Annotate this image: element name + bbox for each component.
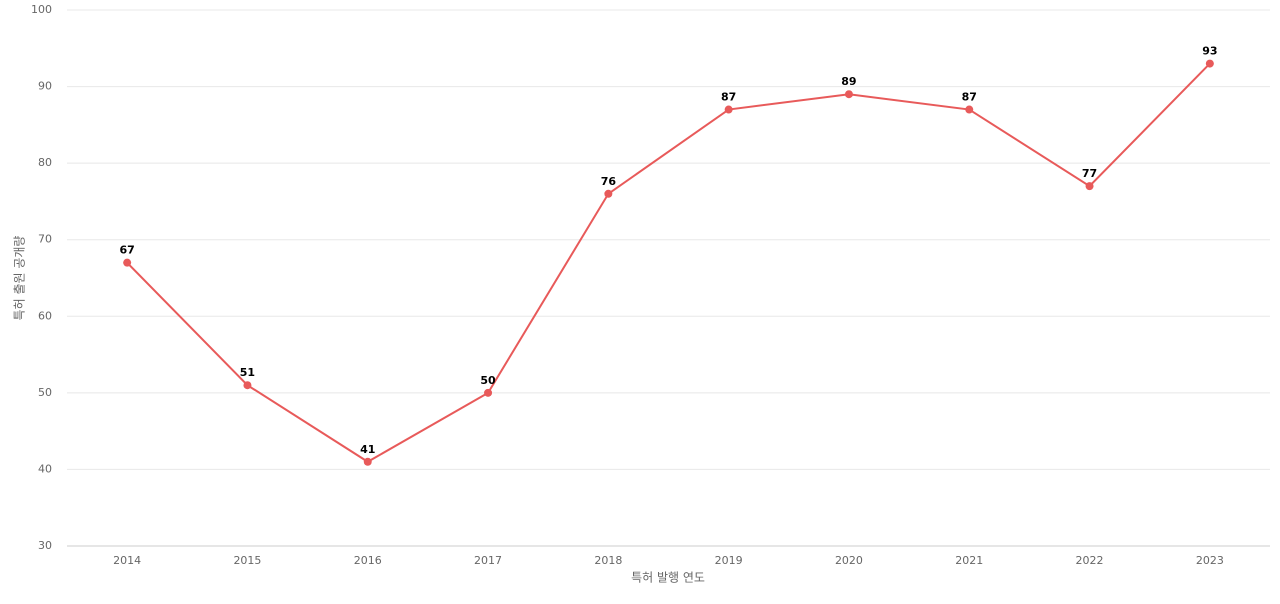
- x-tick-label: 2014: [113, 554, 141, 567]
- y-tick-label: 60: [38, 309, 52, 322]
- value-label: 41: [360, 443, 375, 456]
- x-tick-label: 2017: [474, 554, 502, 567]
- x-tick-label: 2018: [594, 554, 622, 567]
- point: [363, 457, 372, 466]
- value-label: 87: [962, 91, 977, 104]
- value-label: 51: [240, 366, 255, 379]
- value-label: 76: [601, 175, 617, 188]
- point: [965, 105, 974, 114]
- x-tick-label: 2022: [1076, 554, 1104, 567]
- value-label: 50: [480, 374, 496, 387]
- point: [484, 388, 493, 397]
- point: [724, 105, 733, 114]
- value-label: 89: [841, 75, 856, 88]
- y-tick-label: 50: [38, 386, 52, 399]
- value-label: 87: [721, 91, 736, 104]
- x-tick-label: 2023: [1196, 554, 1224, 567]
- x-tick-label: 2016: [354, 554, 382, 567]
- x-tick-label: 2020: [835, 554, 863, 567]
- y-tick-label: 70: [38, 233, 52, 246]
- point: [604, 189, 613, 198]
- y-tick-label: 80: [38, 156, 52, 169]
- y-axis-label: 특허 출원 공개량: [13, 236, 27, 321]
- value-label: 77: [1082, 167, 1097, 180]
- point: [844, 90, 853, 99]
- y-tick-label: 100: [31, 3, 52, 16]
- point: [1205, 59, 1214, 68]
- y-tick-label: 40: [38, 462, 52, 475]
- point: [123, 258, 132, 267]
- y-tick-label: 30: [38, 539, 52, 552]
- x-axis-label: 특허 발행 연도: [631, 570, 705, 585]
- point: [243, 381, 252, 390]
- x-tick-label: 2021: [955, 554, 983, 567]
- x-tick-label: 2015: [233, 554, 261, 567]
- series-line: [126, 62, 1211, 463]
- value-label: 93: [1202, 45, 1217, 58]
- point: [1085, 182, 1094, 191]
- y-tick-label: 90: [38, 80, 52, 93]
- x-tick-label: 2019: [715, 554, 743, 567]
- value-label: 67: [119, 244, 134, 257]
